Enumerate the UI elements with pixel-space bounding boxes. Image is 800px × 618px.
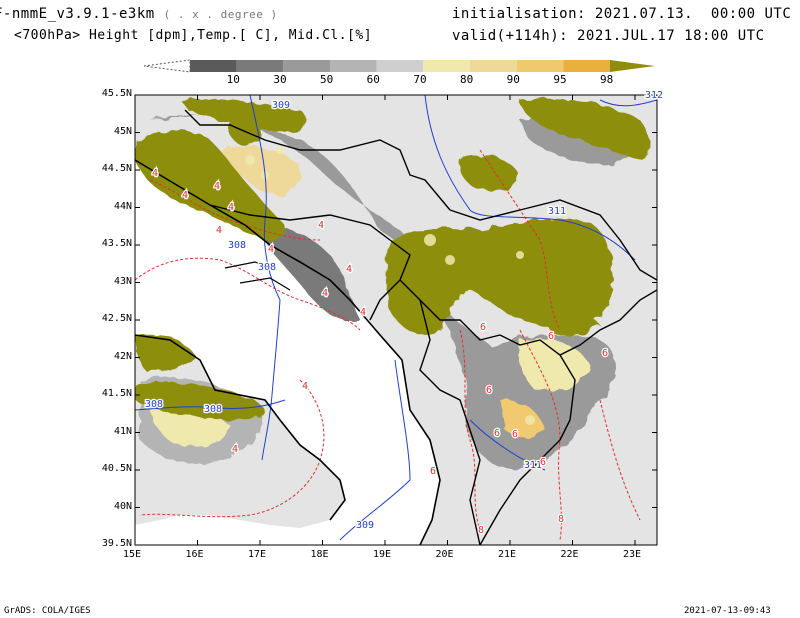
lon-label: 18E [310, 549, 329, 560]
temp-contour-label: 4 [216, 225, 222, 236]
legend-swatch [330, 60, 377, 72]
lat-label: 40.5N [101, 463, 132, 474]
height-contour-label: 308 [228, 240, 246, 251]
legend-label: 90 [506, 73, 520, 86]
temp-contour-label: 6 [540, 457, 546, 468]
legend-left-arrow [143, 59, 191, 73]
lon-label: 19E [373, 549, 392, 560]
lon-label: 20E [435, 549, 454, 560]
lat-label: 42.5N [101, 313, 132, 324]
temp-contour-label: 4 [214, 181, 220, 192]
legend-swatch [563, 60, 610, 72]
legend-swatch [423, 60, 470, 72]
temp-contour-label: 4 [228, 202, 234, 213]
legend-label: 30 [273, 73, 287, 86]
legend-label: 10 [226, 73, 240, 86]
temp-contour-label: 6 [602, 348, 608, 359]
cloud-spots [165, 146, 584, 444]
legend-label: 95 [553, 73, 567, 86]
temp-contour-label: 6 [430, 466, 436, 477]
lat-label: 41N [113, 425, 132, 437]
temp-contour-label: 4 [346, 264, 352, 275]
lon-label: 16E [185, 549, 204, 560]
temp-contour-label: 4 [182, 190, 188, 201]
temp-contour-label: 4 [360, 307, 366, 318]
temp-contour-label: 8 [558, 514, 564, 525]
temp-contour-label: 4 [318, 220, 324, 231]
legend-label: 60 [366, 73, 380, 86]
lat-label: 39.5N [101, 538, 132, 549]
temp-contour-label: 6 [486, 385, 492, 396]
fields-title: <700hPa> Height [dpm],Temp.[ C], Mid.Cl.… [14, 28, 373, 43]
temp-contour-label: 6 [548, 331, 554, 342]
legend-label: 50 [320, 73, 334, 86]
lon-label: 23E [623, 549, 642, 560]
height-contour-label: 308 [145, 399, 163, 410]
temp-contour-label: 6 [480, 322, 486, 333]
valid-time: valid(+114h): 2021.JUL.17 18:00 UTC [452, 28, 765, 44]
height-contour-label: 309 [272, 100, 290, 111]
footer-timestamp: 2021-07-13-09:43 [684, 606, 771, 616]
height-contour-label: 308 [258, 262, 276, 273]
lon-label: 15E [123, 549, 142, 560]
lat-label: 40N [113, 500, 132, 512]
lat-label: 43N [113, 275, 132, 287]
init-time: initialisation: 2021.07.13. 00:00 UTC [452, 6, 792, 22]
legend-label: 98 [600, 73, 614, 86]
temp-contours [135, 149, 641, 541]
temp-contour-label: 4 [152, 168, 158, 179]
temp-contour-label: 8 [478, 525, 484, 536]
footer-credit: GrADS: COLA/IGES [4, 606, 91, 616]
height-contour-label: 309 [356, 520, 374, 531]
legend-swatch [516, 60, 564, 72]
temp-contour-label: 4 [322, 288, 328, 299]
height-contour-label: 312 [645, 90, 663, 101]
temp-contour-label: 6 [512, 429, 518, 440]
country-borders [184, 109, 657, 545]
legend-swatch [376, 60, 424, 72]
height-contour-label: 311 [524, 460, 542, 471]
temp-contour-label: 4 [302, 381, 308, 392]
lat-label: 44.5N [101, 163, 132, 174]
legend-label: 70 [413, 73, 427, 86]
axis-ticks [134, 94, 657, 546]
temp-contour-label: 6 [494, 428, 500, 439]
lat-label: 44N [113, 200, 132, 212]
units-note: ( . x . degree ) [163, 8, 278, 21]
temp-contour-label: 4 [268, 244, 274, 255]
height-contour-label: 308 [204, 404, 222, 415]
lat-label: 41.5N [101, 388, 132, 399]
lat-label: 45N [113, 125, 132, 137]
height-contour-label: 311 [548, 206, 566, 217]
lat-label: 43.5N [101, 238, 132, 249]
legend-right-arrow [610, 60, 655, 72]
coastlines [135, 159, 441, 545]
model-title: F-nmmE_v3.9.1-e3km ( . x . degree ) [0, 6, 278, 22]
legend-label: 80 [460, 73, 474, 86]
cloud-high-layer [135, 98, 650, 419]
legend-bar [143, 59, 655, 73]
legend-swatch [470, 60, 517, 72]
lat-label: 42N [113, 350, 132, 362]
lon-label: 21E [498, 549, 517, 560]
lat-label: 45.5N [101, 88, 132, 99]
lon-label: 22E [560, 549, 579, 560]
legend-swatch [190, 60, 237, 72]
legend-swatch [283, 60, 330, 72]
temp-contour-label: 4 [232, 444, 238, 455]
lon-label: 17E [248, 549, 267, 560]
legend-swatch [236, 60, 284, 72]
